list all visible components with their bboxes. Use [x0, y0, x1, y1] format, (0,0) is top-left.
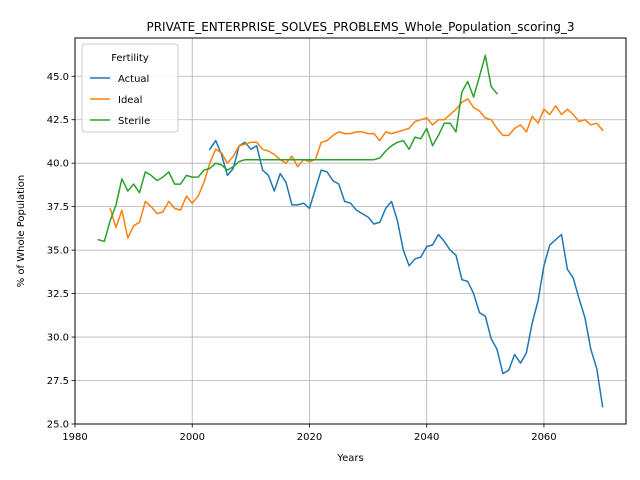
series-lines: [97, 54, 604, 408]
y-tick-label: 30.0: [47, 333, 69, 344]
x-tick-label: 2060: [531, 432, 556, 443]
y-tick-label: 40.0: [47, 159, 69, 170]
series-line-ideal: [109, 98, 604, 239]
series-line-sterile: [97, 54, 499, 243]
legend-label-ideal: Ideal: [118, 95, 142, 106]
plot-frame: [74, 37, 627, 425]
legend-box: [81, 43, 179, 133]
x-tick-label: 2040: [414, 432, 439, 443]
x-tick-label: 1980: [62, 432, 87, 443]
legend-label-sterile: Sterile: [118, 116, 150, 127]
legend: Fertility Actual Ideal Sterile: [81, 43, 179, 133]
y-axis-label: % of Whole Population: [16, 175, 27, 288]
x-tick-label: 2020: [297, 432, 322, 443]
x-tick-label: 2000: [180, 432, 205, 443]
legend-label-actual: Actual: [118, 74, 149, 85]
legend-title: Fertility: [111, 53, 149, 64]
chart-title: PRIVATE_ENTERPRISE_SOLVES_PROBLEMS_Whole…: [146, 20, 574, 34]
legend-entries: Actual Ideal Sterile: [90, 74, 150, 127]
y-tick-label: 32.5: [47, 289, 69, 300]
y-axis-ticks: 25.0 27.5 30.0 32.5 35.0 37.5 40.0 42.5 45.0: [47, 72, 75, 431]
y-tick-label: 37.5: [47, 202, 69, 213]
x-axis-ticks: 1980 2000 2020 2040 2060: [62, 424, 557, 443]
y-tick-label: 27.5: [47, 376, 69, 387]
y-tick-label: 42.5: [47, 115, 69, 126]
series-line-actual: [208, 139, 604, 408]
grid: [74, 38, 626, 425]
y-tick-label: 35.0: [47, 246, 69, 257]
x-axis-label: Years: [336, 453, 363, 464]
y-tick-label: 45.0: [47, 72, 69, 83]
y-tick-label: 25.0: [47, 420, 69, 431]
